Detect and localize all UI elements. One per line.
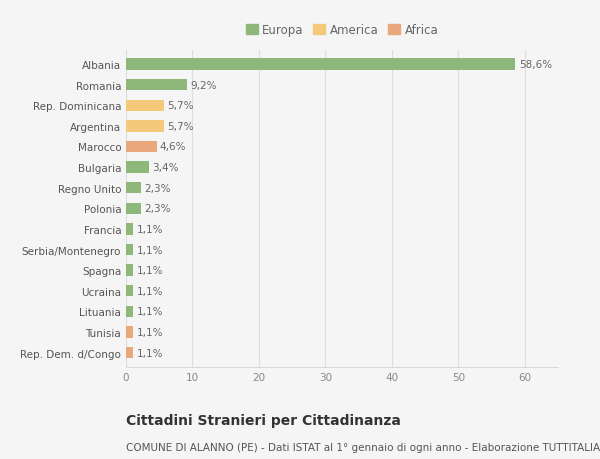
Text: 3,4%: 3,4% — [152, 163, 178, 173]
Text: 4,6%: 4,6% — [160, 142, 187, 152]
Bar — [126, 121, 164, 132]
Text: 1,1%: 1,1% — [137, 286, 163, 296]
Text: Cittadini Stranieri per Cittadinanza: Cittadini Stranieri per Cittadinanza — [126, 413, 401, 427]
Bar — [126, 59, 515, 71]
Bar — [126, 183, 141, 194]
Bar — [126, 162, 149, 174]
Bar — [126, 265, 133, 276]
Bar — [126, 327, 133, 338]
Text: 2,3%: 2,3% — [145, 204, 171, 214]
Bar — [126, 347, 133, 358]
Text: 5,7%: 5,7% — [167, 122, 194, 132]
Bar — [126, 80, 187, 91]
Text: 1,1%: 1,1% — [137, 307, 163, 317]
Bar — [126, 224, 133, 235]
Text: 1,1%: 1,1% — [137, 348, 163, 358]
Text: 9,2%: 9,2% — [190, 80, 217, 90]
Bar — [126, 203, 141, 214]
Bar — [126, 141, 157, 153]
Text: 1,1%: 1,1% — [137, 266, 163, 275]
Text: 58,6%: 58,6% — [519, 60, 552, 70]
Text: COMUNE DI ALANNO (PE) - Dati ISTAT al 1° gennaio di ogni anno - Elaborazione TUT: COMUNE DI ALANNO (PE) - Dati ISTAT al 1°… — [126, 442, 600, 452]
Bar — [126, 306, 133, 317]
Text: 2,3%: 2,3% — [145, 183, 171, 193]
Text: 1,1%: 1,1% — [137, 224, 163, 235]
Legend: Europa, America, Africa: Europa, America, Africa — [244, 22, 440, 39]
Bar — [126, 244, 133, 256]
Text: 5,7%: 5,7% — [167, 101, 194, 111]
Text: 1,1%: 1,1% — [137, 327, 163, 337]
Text: 1,1%: 1,1% — [137, 245, 163, 255]
Bar — [126, 285, 133, 297]
Bar — [126, 101, 164, 112]
